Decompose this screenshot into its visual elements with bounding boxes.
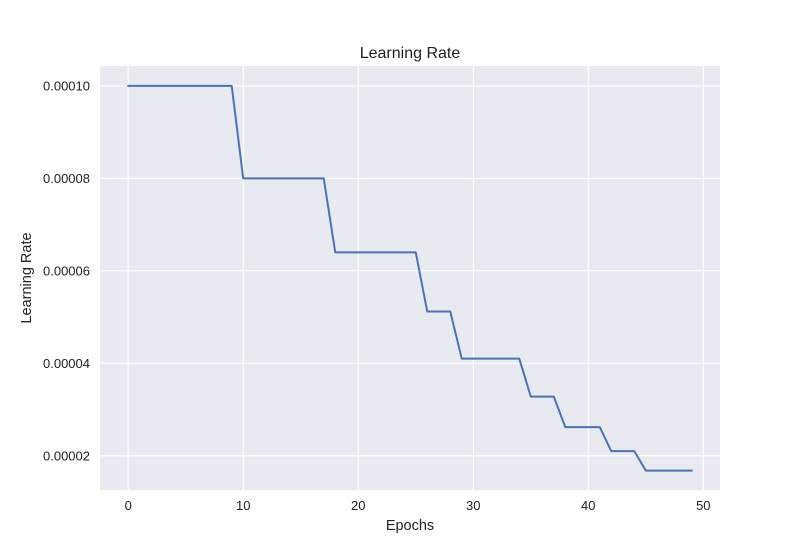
y-axis-label: Learning Rate [19, 232, 35, 323]
x-tick-label: 10 [236, 498, 250, 513]
series-layer [127, 84, 693, 472]
x-tick-label: 50 [696, 498, 710, 513]
x-tick-label: 0 [125, 498, 132, 513]
y-tick-label: 0.00002 [43, 448, 90, 463]
y-axis-ticks: 0.00002 0.00004 0.00006 0.00008 0.00010 [43, 78, 90, 463]
x-axis-ticks: 0 10 20 30 40 50 [125, 498, 711, 513]
x-tick-label: 30 [466, 498, 480, 513]
chart-title: Learning Rate [360, 45, 461, 62]
x-tick-label: 40 [581, 498, 595, 513]
y-tick-label: 0.00008 [43, 171, 90, 186]
learning-rate-line [127, 84, 693, 472]
y-tick-label: 0.00010 [43, 78, 90, 93]
x-tick-label: 20 [351, 498, 365, 513]
x-axis-label: Epochs [386, 518, 434, 534]
plot-area [100, 66, 720, 490]
y-tick-label: 0.00004 [43, 356, 90, 371]
y-tick-label: 0.00006 [43, 263, 90, 278]
